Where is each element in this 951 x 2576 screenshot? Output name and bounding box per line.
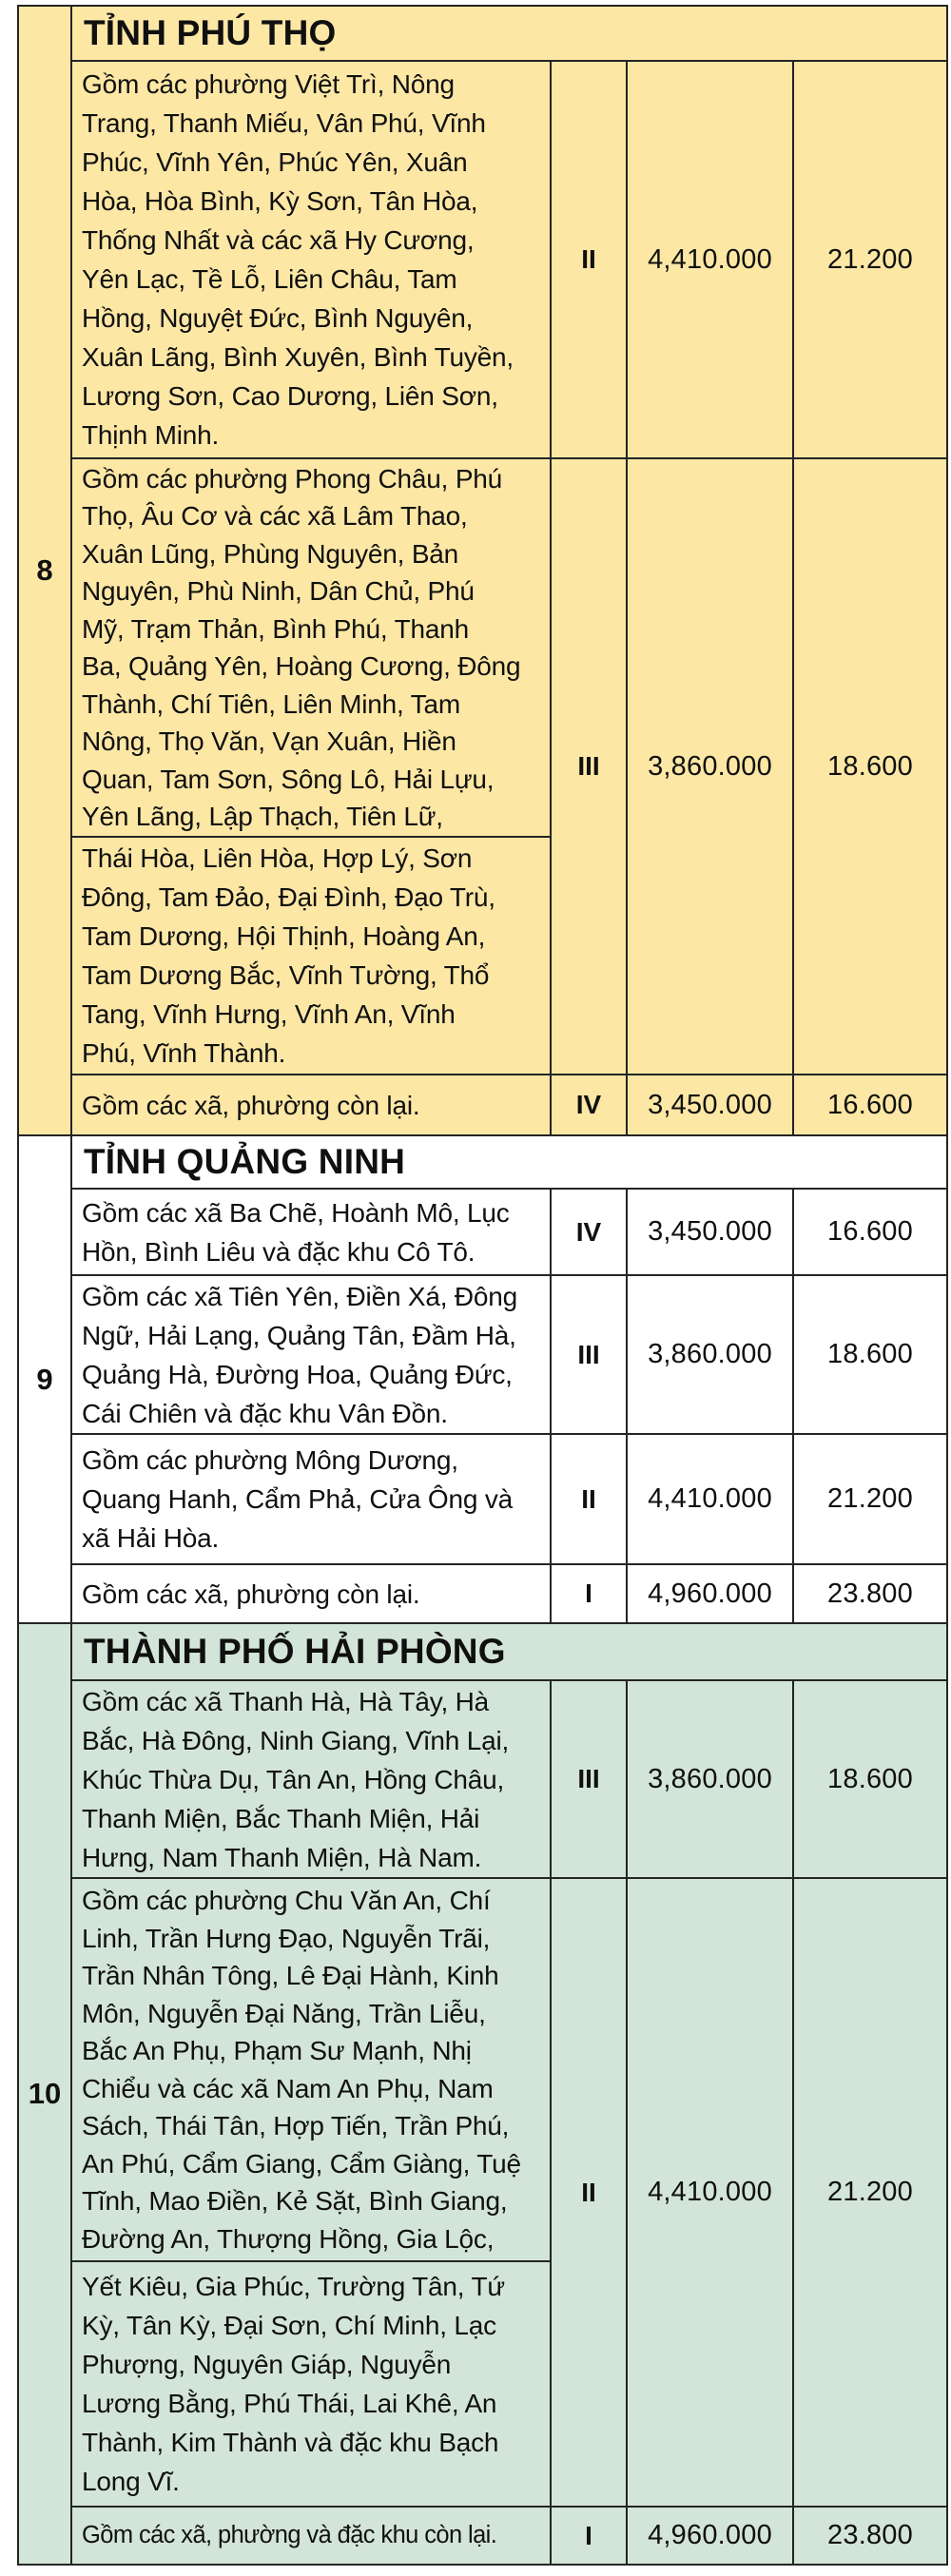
monthly-wage-cell: 3,450.000 xyxy=(628,1075,792,1134)
zone-cell: III xyxy=(552,1276,626,1433)
hourly-wage-cell: 21.200 xyxy=(794,62,946,457)
region-description-cell: Gồm các phường Chu Văn An, Chí Linh, Trầ… xyxy=(72,1879,550,2260)
province-section-quang-ninh: 9 TỈNH QUẢNG NINH Gồm các xã Ba Chẽ, Hoà… xyxy=(17,1134,948,1624)
province-header: TỈNH PHÚ THỌ xyxy=(72,7,946,60)
row-number: 9 xyxy=(19,1136,70,1622)
row-number: 10 xyxy=(19,1624,70,2564)
hourly-wage-cell: 21.200 xyxy=(794,1435,946,1563)
region-description-cell: Gồm các phường Việt Trì, Nông Trang, Tha… xyxy=(72,62,550,457)
region-description-cell: Gồm các xã, phường và đặc khu còn lại. xyxy=(72,2508,550,2564)
region-description-cell: Gồm các xã Tiên Yên, Điền Xá, Đông Ngữ, … xyxy=(72,1276,550,1433)
region-description-cell: Thái Hòa, Liên Hòa, Hợp Lý, Sơn Đông, Ta… xyxy=(72,838,550,1074)
hourly-wage-cell: 23.800 xyxy=(794,2508,946,2564)
zone-cell: II xyxy=(552,1435,626,1563)
region-description-cell: Yết Kiêu, Gia Phúc, Trường Tân, Tứ Kỳ, T… xyxy=(72,2262,550,2506)
hourly-wage-cell: 16.600 xyxy=(794,1075,946,1134)
zone-cell: IV xyxy=(552,1075,626,1134)
province-header: TỈNH QUẢNG NINH xyxy=(72,1136,946,1188)
monthly-wage-cell: 3,860.000 xyxy=(628,1681,792,1877)
zone-cell: III xyxy=(552,1681,626,1877)
hourly-wage-cell: 21.200 xyxy=(794,1879,946,2506)
zone-cell: I xyxy=(552,2508,626,2564)
zone-cell: II xyxy=(552,62,626,457)
region-description-cell: Gồm các xã Ba Chẽ, Hoành Mô, Lục Hồn, Bì… xyxy=(72,1190,550,1274)
province-section-hai-phong: 10 THÀNH PHỐ HẢI PHÒNG Gồm các xã Thanh … xyxy=(17,1622,948,2566)
row-number: 8 xyxy=(19,7,70,1134)
zone-cell: I xyxy=(552,1565,626,1622)
province-section-phu-tho: 8 TỈNH PHÚ THỌ Gồm các phường Việt Trì, … xyxy=(17,5,948,1136)
monthly-wage-cell: 3,860.000 xyxy=(628,1276,792,1433)
zone-cell: III xyxy=(552,459,626,1074)
region-description-cell: Gồm các phường Phong Châu, Phú Thọ, Âu C… xyxy=(72,459,550,836)
province-header: THÀNH PHỐ HẢI PHÒNG xyxy=(72,1624,946,1679)
hourly-wage-cell: 16.600 xyxy=(794,1190,946,1274)
hourly-wage-cell: 18.600 xyxy=(794,459,946,1074)
monthly-wage-cell: 4,410.000 xyxy=(628,1879,792,2506)
monthly-wage-cell: 4,410.000 xyxy=(628,62,792,457)
region-description-cell: Gồm các phường Mông Dương, Quang Hanh, C… xyxy=(72,1435,550,1563)
monthly-wage-cell: 3,450.000 xyxy=(628,1190,792,1274)
region-description-cell: Gồm các xã Thanh Hà, Hà Tây, Hà Bắc, Hà … xyxy=(72,1681,550,1877)
monthly-wage-cell: 3,860.000 xyxy=(628,459,792,1074)
monthly-wage-cell: 4,960.000 xyxy=(628,2508,792,2564)
monthly-wage-cell: 4,960.000 xyxy=(628,1565,792,1622)
monthly-wage-cell: 4,410.000 xyxy=(628,1435,792,1563)
zone-cell: II xyxy=(552,1879,626,2506)
zone-cell: IV xyxy=(552,1190,626,1274)
hourly-wage-cell: 18.600 xyxy=(794,1276,946,1433)
hourly-wage-cell: 23.800 xyxy=(794,1565,946,1622)
region-description-cell: Gồm các xã, phường còn lại. xyxy=(72,1565,550,1622)
hourly-wage-cell: 18.600 xyxy=(794,1681,946,1877)
region-description-cell: Gồm các xã, phường còn lại. xyxy=(72,1075,550,1134)
